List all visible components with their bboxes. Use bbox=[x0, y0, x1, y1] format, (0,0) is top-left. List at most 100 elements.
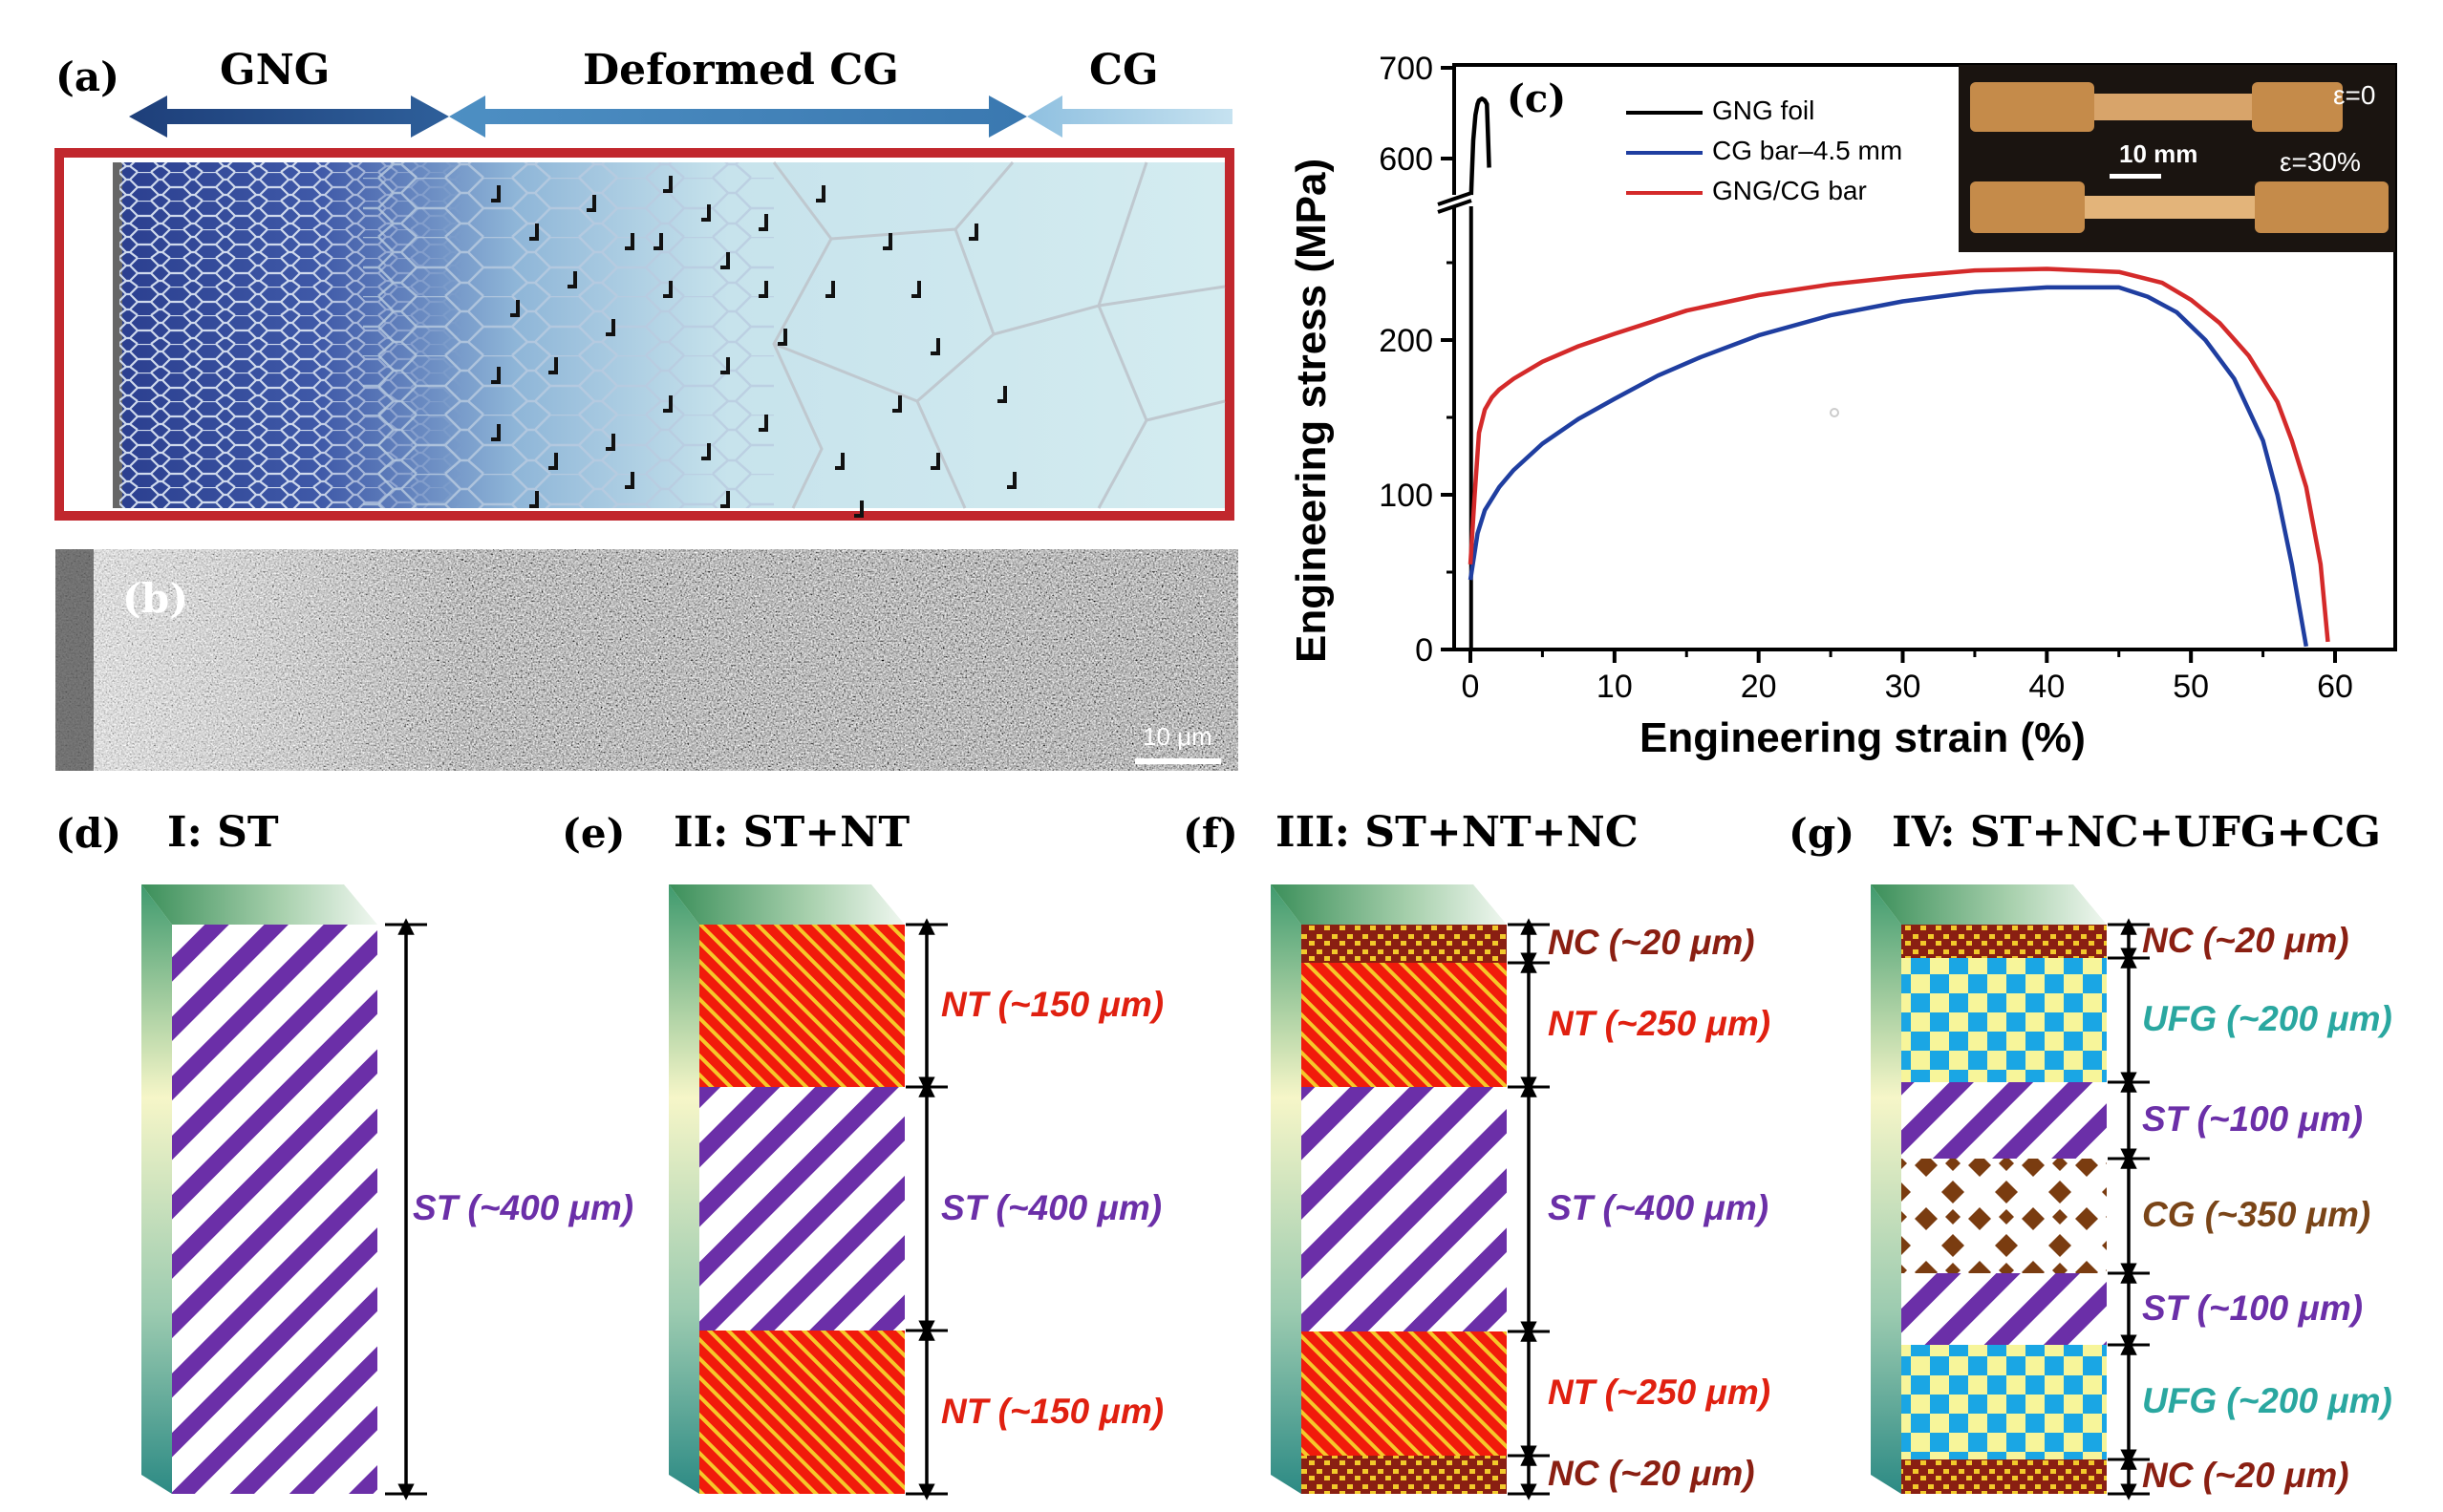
layer-fill bbox=[1301, 1331, 1507, 1456]
zone-deformed-cg-label: Deformed CG bbox=[583, 46, 899, 95]
dislocation-symbol bbox=[701, 443, 711, 460]
zone-gng-label: GNG bbox=[220, 46, 331, 95]
layer-fill bbox=[1901, 925, 2107, 958]
panel-b-label: (b) bbox=[122, 575, 189, 622]
layer-label: NT (~150 μm) bbox=[941, 985, 1165, 1024]
zone-cg-label: CG bbox=[1089, 46, 1159, 95]
dislocation-symbol bbox=[778, 329, 787, 346]
block-side-face bbox=[141, 884, 172, 1494]
layer-label: UFG (~200 μm) bbox=[2142, 1381, 2392, 1420]
layer-fill bbox=[1301, 1456, 1507, 1494]
panel-title: II: ST+NT bbox=[674, 808, 911, 857]
dislocation-symbol bbox=[587, 195, 596, 212]
panel-a-schematic bbox=[54, 96, 1234, 521]
inset-strain0: ε=0 bbox=[2333, 80, 2376, 110]
dislocation-marks bbox=[491, 176, 1017, 518]
dislocation-symbol bbox=[491, 185, 501, 202]
dislocation-symbol bbox=[931, 453, 940, 470]
panel-title: I: ST bbox=[167, 808, 279, 857]
legend-text-cg: CG bar–4.5 mm bbox=[1712, 136, 1903, 165]
x-tick-label: 40 bbox=[2028, 669, 2065, 705]
layer-fill bbox=[1301, 963, 1507, 1087]
block-top-face bbox=[1871, 884, 2107, 925]
dislocation-symbol bbox=[529, 224, 539, 241]
y-tick-label: 100 bbox=[1379, 478, 1433, 514]
layer-fill bbox=[1901, 1345, 2107, 1459]
dislocation-symbol bbox=[568, 271, 577, 288]
layer-label: NT (~250 μm) bbox=[1548, 1373, 1771, 1412]
layer-block bbox=[141, 884, 427, 1501]
layer-block bbox=[1871, 884, 2150, 1501]
legend bbox=[1626, 111, 1703, 195]
dislocation-symbol bbox=[835, 453, 845, 470]
dislocation-symbol bbox=[548, 453, 558, 470]
layer-label: NT (~250 μm) bbox=[1548, 1004, 1771, 1043]
dislocation-symbol bbox=[548, 357, 558, 374]
b-scale-label: 10 μm bbox=[1143, 722, 1212, 751]
dislocation-symbol bbox=[625, 472, 634, 489]
dislocation-symbol bbox=[1007, 472, 1017, 489]
panel-title: IV: ST+NC+UFG+CG bbox=[1892, 808, 2381, 857]
dislocation-symbol bbox=[654, 233, 663, 250]
layer-fill bbox=[1301, 1087, 1507, 1331]
panel-a-label: (a) bbox=[55, 53, 119, 100]
dislocation-symbol bbox=[883, 233, 892, 250]
dislocation-symbol bbox=[606, 319, 615, 336]
block-top-face bbox=[669, 884, 905, 925]
layer-fill bbox=[699, 1331, 905, 1494]
b-scale-bar bbox=[1135, 758, 1221, 764]
dislocation-symbol bbox=[491, 424, 501, 441]
legend-text-gngcg: GNG/CG bar bbox=[1712, 176, 1867, 205]
layer-label: NT (~150 μm) bbox=[941, 1391, 1165, 1431]
dislocation-symbol bbox=[510, 300, 520, 317]
y-tick-label: 700 bbox=[1379, 51, 1433, 87]
layer-label: ST (~100 μm) bbox=[2142, 1288, 2364, 1328]
deformed-cg-arrow bbox=[449, 96, 1027, 138]
panel-label: (g) bbox=[1789, 810, 1855, 857]
dislocation-symbol bbox=[663, 395, 673, 413]
dislocation-symbol bbox=[759, 415, 768, 432]
dislocation-symbol bbox=[529, 491, 539, 508]
layer-label: ST (~400 μm) bbox=[413, 1188, 634, 1227]
x-tick-label: 50 bbox=[2173, 669, 2209, 705]
layer-fill bbox=[1901, 1273, 2107, 1345]
panel-c-label: (c) bbox=[1507, 76, 1567, 121]
dislocation-symbol bbox=[625, 233, 634, 250]
layer-label: NC (~20 μm) bbox=[1548, 1454, 1755, 1493]
panel-label: (e) bbox=[562, 810, 626, 857]
coarse-grains bbox=[772, 161, 1226, 509]
block-side-face bbox=[669, 884, 699, 1494]
layer-label: ST (~100 μm) bbox=[2142, 1099, 2364, 1139]
cg-arrow bbox=[1027, 96, 1232, 138]
dislocation-symbol bbox=[701, 204, 711, 222]
x-tick-label: 20 bbox=[1741, 669, 1777, 705]
inset-strain30: ε=30% bbox=[2280, 147, 2361, 177]
dislocation-symbol bbox=[969, 224, 978, 241]
axis-break bbox=[1437, 191, 1472, 214]
dislocation-symbol bbox=[720, 252, 730, 269]
layer-block bbox=[1271, 884, 1550, 1501]
layer-label: NC (~20 μm) bbox=[2142, 1456, 2349, 1495]
plot-frame bbox=[1452, 63, 2397, 651]
dislocation-symbol bbox=[663, 281, 673, 298]
layer-block bbox=[669, 884, 948, 1501]
dislocation-symbol bbox=[606, 434, 615, 451]
series-line-1 bbox=[1468, 285, 2309, 648]
dislocation-symbol bbox=[911, 281, 921, 298]
layer-fill bbox=[1901, 1082, 2107, 1159]
y-tick-label: 200 bbox=[1379, 323, 1433, 359]
panel-label: (d) bbox=[55, 810, 122, 857]
dislocation-symbol bbox=[816, 185, 825, 202]
dislocation-symbol bbox=[720, 357, 730, 374]
layer-fill bbox=[699, 925, 905, 1087]
dislocation-symbol bbox=[825, 281, 835, 298]
series-line-2 bbox=[1468, 266, 2330, 643]
layer-label: CG (~350 μm) bbox=[2142, 1195, 2371, 1234]
dislocation-symbol bbox=[892, 395, 902, 413]
panel-b-micrograph bbox=[55, 549, 1238, 771]
dislocation-symbol bbox=[491, 367, 501, 384]
dislocation-symbol bbox=[931, 338, 940, 355]
layer-label: NC (~20 μm) bbox=[2142, 920, 2349, 960]
layer-label: UFG (~200 μm) bbox=[2142, 999, 2392, 1038]
